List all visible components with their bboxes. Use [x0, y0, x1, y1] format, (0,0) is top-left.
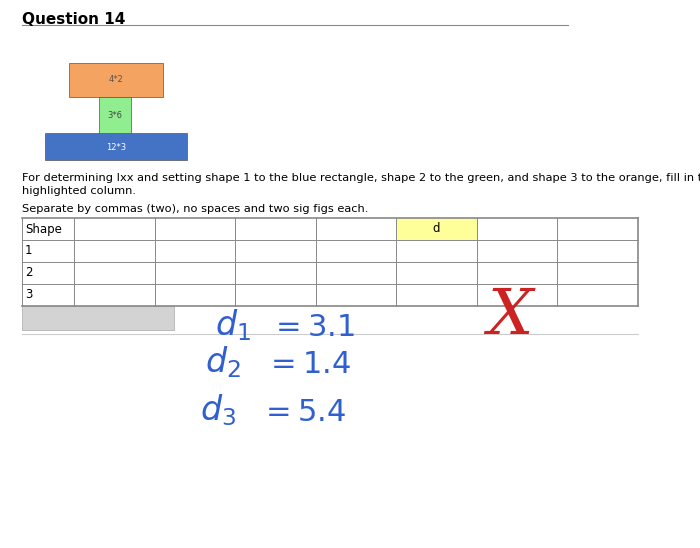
Text: 3: 3 — [25, 288, 32, 301]
Bar — [45, 133, 187, 160]
Text: 12*3: 12*3 — [106, 142, 126, 151]
Text: 1: 1 — [25, 244, 32, 258]
Text: X: X — [487, 287, 533, 348]
Text: $d_2$: $d_2$ — [205, 344, 241, 380]
Bar — [396, 218, 477, 240]
Text: $d_3$: $d_3$ — [200, 392, 236, 428]
Bar — [69, 63, 163, 97]
Text: Shape: Shape — [25, 222, 62, 236]
Text: For determining Ixx and setting shape 1 to the blue rectangle, shape 2 to the gr: For determining Ixx and setting shape 1 … — [22, 173, 700, 183]
Text: Separate by commas (two), no spaces and two sig figs each.: Separate by commas (two), no spaces and … — [22, 204, 368, 214]
Text: 4*2: 4*2 — [108, 76, 123, 84]
Text: highlighted column.: highlighted column. — [22, 186, 136, 196]
Text: $d_1$: $d_1$ — [215, 307, 251, 343]
Text: $= 3.1$: $= 3.1$ — [270, 312, 355, 343]
Text: $= 1.4$: $= 1.4$ — [265, 349, 351, 380]
Text: d: d — [433, 222, 440, 236]
Text: Question 14: Question 14 — [22, 12, 125, 27]
Text: 2: 2 — [25, 266, 32, 279]
Text: 3*6: 3*6 — [108, 111, 122, 119]
Bar — [99, 97, 131, 133]
Text: $= 5.4$: $= 5.4$ — [260, 397, 346, 428]
Bar — [22, 306, 174, 330]
